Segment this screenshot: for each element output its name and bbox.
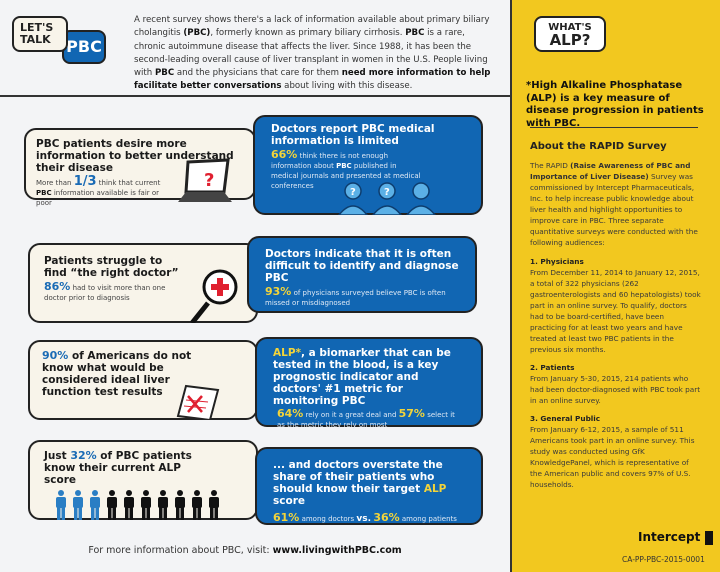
- patient-doctor-bubble: Patients struggle to find “the right doc…: [28, 243, 258, 323]
- divider: [530, 127, 698, 128]
- intro-paragraph: A recent survey shows there's a lack of …: [134, 15, 491, 92]
- logo-lets-talk: LET'S TALK: [12, 16, 68, 52]
- svg-text:?: ?: [204, 170, 214, 191]
- header: LET'S TALK PBC A recent survey shows the…: [0, 0, 510, 97]
- doctors-question-icon: ??: [338, 182, 436, 215]
- alp-biomarker-bubble: ALP*, a biomarker that can be tested in …: [255, 337, 483, 429]
- footer: For more information about PBC, visit: w…: [88, 545, 402, 556]
- svg-text:?: ?: [384, 187, 390, 198]
- doctor-diagnose-bubble: Doctors indicate that it is often diffic…: [247, 236, 477, 313]
- person-icon-known: [90, 490, 100, 520]
- person-icon-known: [73, 490, 83, 520]
- person-icon-unknown: [175, 490, 185, 520]
- alp-definition: *High Alkaline Phosphatase (ALP) is a ke…: [526, 80, 704, 129]
- document-code: CA-PP-PBC-2015-0001: [622, 555, 705, 564]
- about-text: The RAPID (Raise Awareness of PBC and Im…: [530, 161, 701, 489]
- logo-pbc: PBC: [62, 30, 106, 64]
- person-icon-unknown: [141, 490, 151, 520]
- person-icon-unknown: [158, 490, 168, 520]
- about-title: About the RAPID Survey: [530, 141, 667, 152]
- person-icon-unknown: [107, 490, 117, 520]
- alp-sidebar: WHAT'S ALP? *High Alkaline Phosphatase (A…: [510, 0, 720, 572]
- laptop-question-icon: ?: [178, 158, 232, 202]
- test-results-icon: [176, 384, 220, 420]
- liver-test-bubble: 90% of Americans do not know what would …: [28, 340, 258, 420]
- magnifier-cross-icon: [190, 269, 238, 323]
- doctor-info-bubble: Doctors report PBC medical information i…: [253, 115, 483, 215]
- alp-score-bubble: Just 32% of PBC patients know their curr…: [28, 440, 258, 520]
- whats-alp-badge: WHAT'S ALP?: [534, 16, 606, 52]
- people-pictogram: [54, 490, 221, 520]
- svg-text:?: ?: [350, 187, 356, 198]
- person-icon-unknown: [124, 490, 134, 520]
- intercept-logo: Intercept: [638, 530, 713, 545]
- website-link[interactable]: www.livingwithPBC.com: [272, 545, 402, 556]
- doctors-overstate-bubble: ... and doctors overstate the share of t…: [255, 447, 483, 525]
- person-icon-known: [56, 490, 66, 520]
- person-icon-unknown: [209, 490, 219, 520]
- patient-info-bubble: PBC patients desire more information to …: [24, 128, 256, 207]
- person-icon-unknown: [192, 490, 202, 520]
